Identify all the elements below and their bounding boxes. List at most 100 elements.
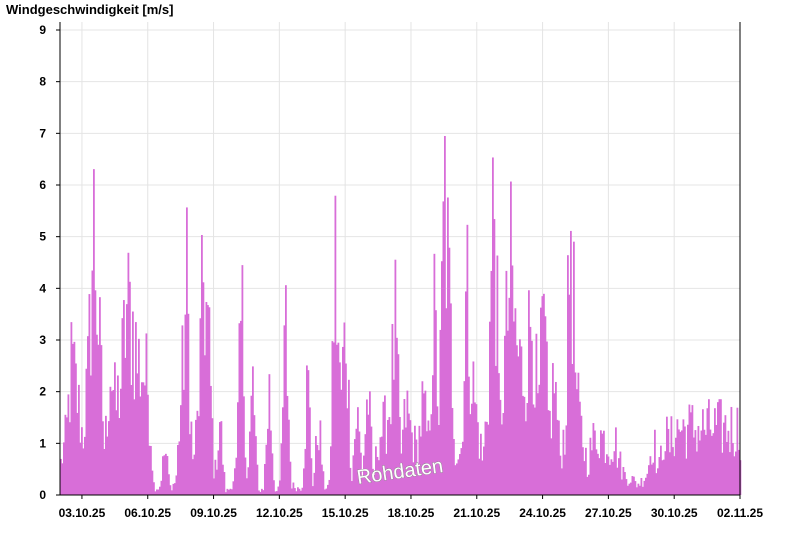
wind-speed-bar [445,308,448,495]
wind-speed-bar [682,419,685,495]
wind-speed-bar [328,479,331,495]
wind-speed-bar [616,467,619,495]
wind-speed-bar [702,409,704,495]
wind-speed-bar [508,297,511,495]
wind-speed-bar [478,458,481,495]
x-tick-label: 21.10.25 [453,506,500,520]
wind-speed-bar [576,389,578,495]
wind-speed-bar [355,428,358,495]
wind-speed-bar [582,447,584,495]
wind-speed-bar [369,391,371,495]
wind-speed-bar [615,427,617,495]
wind-speed-bar [147,394,149,495]
wind-speed-bar [304,448,307,495]
wind-speed-bar [114,362,116,495]
wind-speed-bar [729,452,731,495]
wind-speed-bar [436,406,439,495]
wind-speed-bar [376,456,379,495]
wind-speed-bar [654,429,656,495]
wind-speed-bar [583,461,586,495]
wind-speed-bar [306,365,308,495]
wind-speed-bar [93,169,95,495]
wind-speed-bar [639,485,641,495]
y-tick-label: 1 [39,436,46,450]
wind-speed-bar [507,330,509,495]
wind-speed-bar [297,487,299,495]
wind-speed-bar [285,285,287,495]
wind-speed-bar [157,489,160,495]
wind-speed-bar [468,376,470,495]
wind-speed-bar [517,356,520,495]
wind-speed-bar [400,453,403,495]
wind-speed-bar [514,308,517,495]
wind-speed-bar [565,425,568,495]
wind-speed-bar [628,483,631,495]
wind-speed-bar [505,270,508,495]
wind-speed-bar [396,337,398,495]
wind-speed-bar [432,375,434,495]
wind-speed-bar [103,448,106,495]
wind-speed-bar [402,429,404,495]
wind-speed-bar [78,384,80,495]
wind-speed-bar [642,486,644,495]
wind-speed-bar [262,490,265,495]
wind-speed-bar [655,473,658,495]
wind-speed-bar [619,451,622,495]
wind-speed-bar [336,344,338,495]
wind-speed-bar [444,135,446,496]
wind-speed-bar [528,290,530,495]
wind-speed-bar [724,415,727,495]
wind-speed-bar [717,402,719,495]
wind-speed-bar [408,413,410,495]
wind-speed-bar [567,255,569,495]
wind-speed-bar [198,416,200,495]
wind-speed-bar [580,415,583,495]
wind-speed-bar [162,456,164,495]
wind-speed-bar [154,491,157,495]
wind-speed-bar [300,490,302,495]
wind-speed-bar [459,454,461,495]
wind-speed-bar [378,460,380,495]
wind-speed-bar [526,402,529,495]
wind-speed-bar [121,318,124,495]
wind-speed-bar [370,426,373,495]
wind-speed-bar [187,313,190,495]
wind-speed-bar [70,322,73,495]
wind-speed-bar [609,464,611,495]
wind-speed-bar [118,418,121,495]
wind-speed-bar [447,197,449,496]
wind-speed-bar [208,307,211,495]
wind-speed-bar [345,363,347,495]
wind-speed-bar [135,322,137,495]
wind-speed-bar [696,451,698,495]
wind-speed-bar [315,436,317,495]
wind-speed-bar [435,310,437,495]
wind-speed-bar [169,485,172,495]
wind-speed-bar [534,407,536,495]
wind-speed-bar [226,488,229,495]
wind-speed-bar [85,368,88,495]
wind-speed-bar [738,449,740,495]
wind-speed-bar [486,421,488,495]
wind-speed-bar [705,434,707,495]
wind-speed-bar [372,468,374,495]
wind-speed-bar [100,345,103,495]
x-tick-label: 24.10.25 [519,506,566,520]
wind-speed-bar [622,467,625,495]
y-tick-label: 3 [39,333,46,347]
wind-speed-bar [237,402,239,495]
wind-speed-bar [490,270,493,495]
wind-speed-bar [697,425,700,495]
wind-speed-bar [258,490,260,495]
wind-speed-bar [175,475,178,495]
wind-speed-bar [684,426,686,495]
wind-speed-bar [223,472,226,495]
wind-speed-bar [604,463,607,495]
wind-speed-bar [387,420,389,495]
wind-speed-bar [543,293,545,495]
wind-speed-bar [139,396,142,495]
wind-speed-bar [214,459,217,495]
wind-speed-bar [564,454,566,495]
wind-speed-bar [601,433,604,495]
wind-speed-bar [327,484,329,495]
